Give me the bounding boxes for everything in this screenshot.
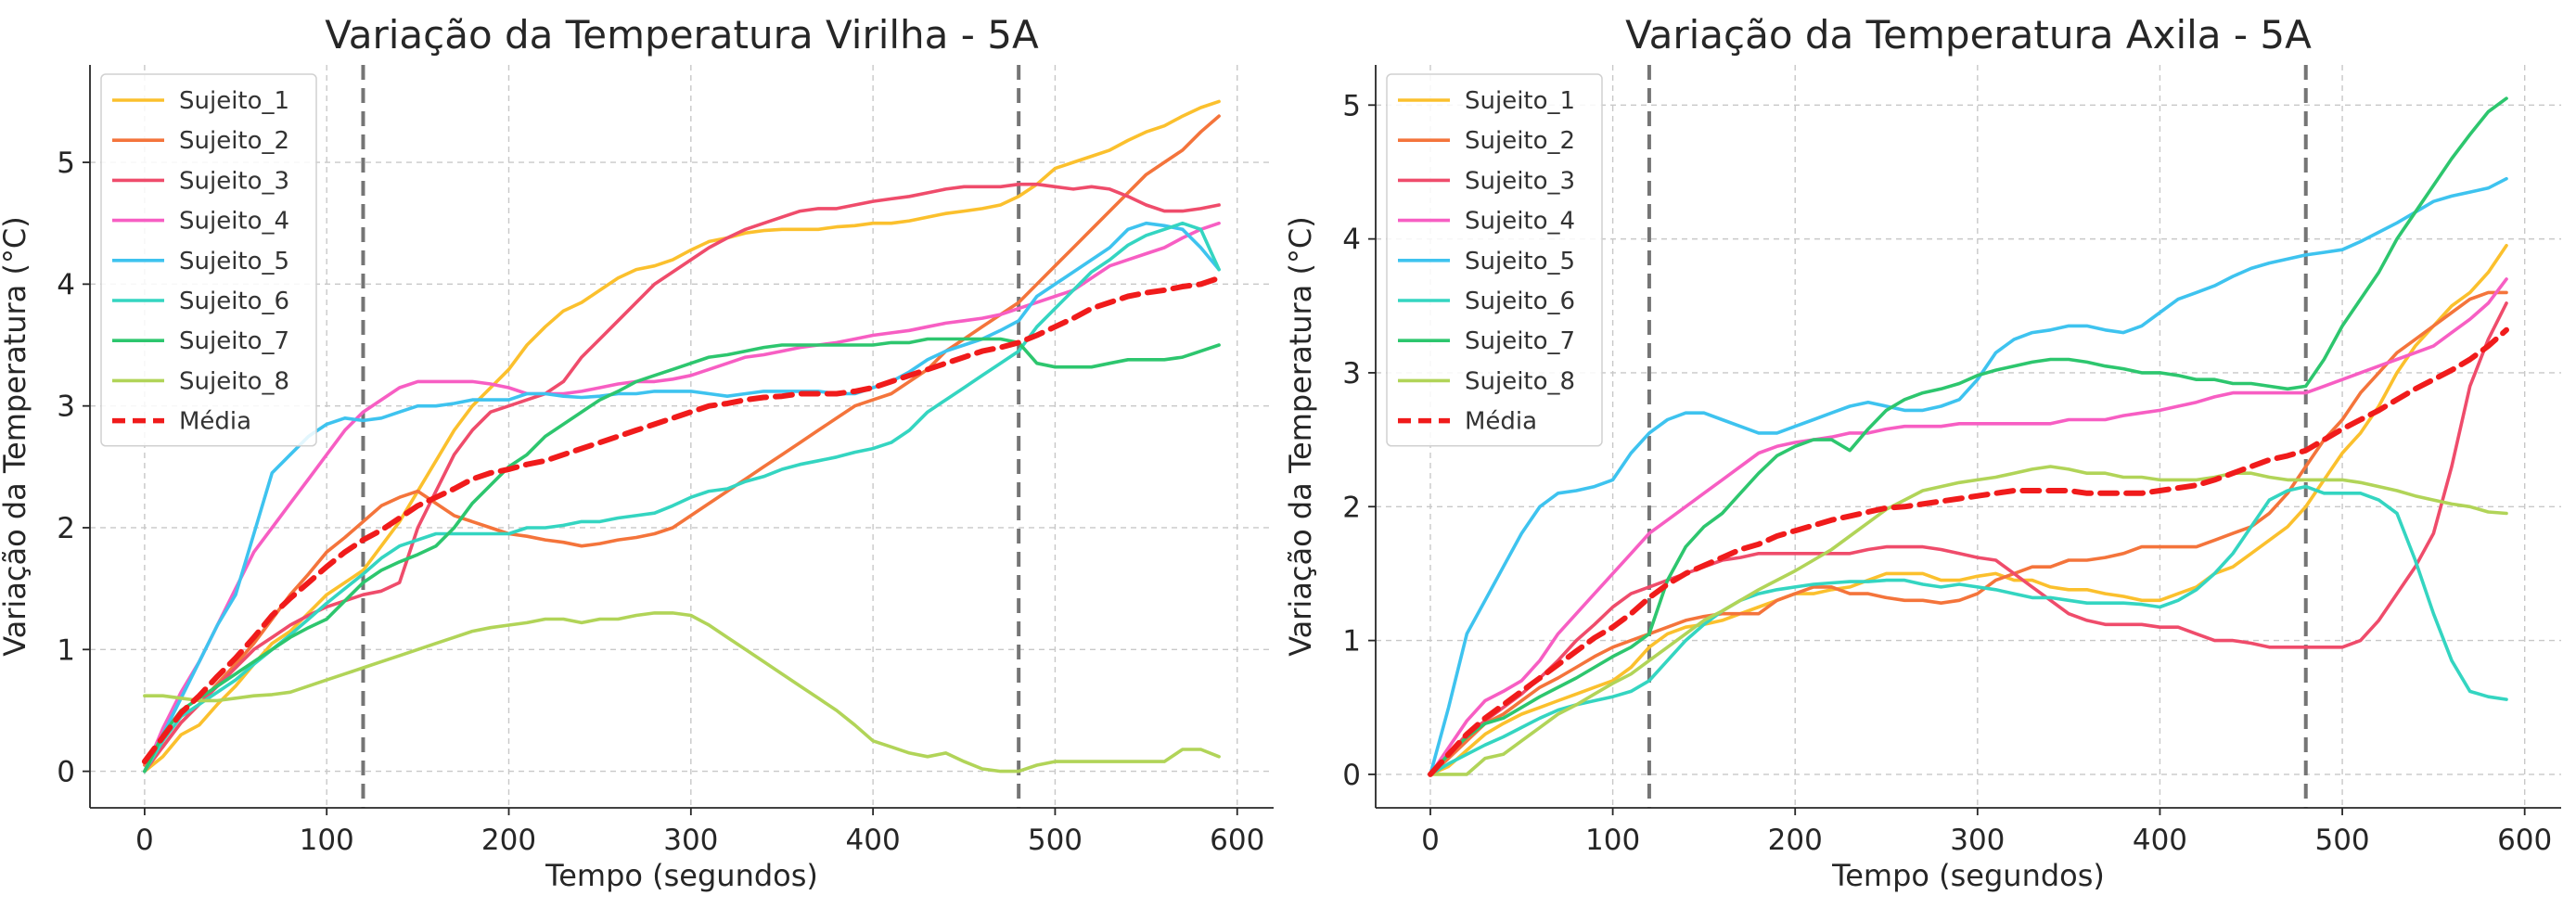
legend-item: Sujeito_5 xyxy=(1398,248,1575,275)
y-tick-label: 2 xyxy=(1342,491,1361,524)
legend-label: Sujeito_2 xyxy=(179,127,289,155)
x-tick-label: 100 xyxy=(1585,824,1640,857)
x-axis-label: Tempo (segundos) xyxy=(1831,858,2105,893)
legend-item: Sujeito_1 xyxy=(1398,87,1575,115)
legend-box xyxy=(100,73,317,447)
series-line-sujeito-6 xyxy=(1429,484,2508,776)
x-tick-label: 500 xyxy=(1028,824,1083,857)
legend-item: Sujeito_8 xyxy=(1398,367,1575,395)
x-tick-label: 400 xyxy=(846,824,901,857)
legend-item: Sujeito_4 xyxy=(1398,208,1575,236)
x-tick-label: 600 xyxy=(2497,824,2552,857)
legend-item: Sujeito_3 xyxy=(112,167,289,195)
y-tick-label: 5 xyxy=(1342,89,1361,122)
legend-label: Média xyxy=(1465,408,1537,436)
series-line-sujeito-3 xyxy=(143,182,1221,774)
x-tick-label: 0 xyxy=(1421,824,1440,857)
y-tick-label: 5 xyxy=(57,147,75,180)
y-tick-label: 4 xyxy=(1342,224,1361,257)
y-tick-label: 1 xyxy=(57,633,75,667)
x-tick-label: 400 xyxy=(2133,824,2187,857)
y-tick-label: 3 xyxy=(1342,357,1361,390)
legend-item: Sujeito_4 xyxy=(112,208,289,236)
legend-label: Sujeito_7 xyxy=(1465,327,1575,355)
legend-label: Média xyxy=(179,408,251,436)
legend: Sujeito_1 Sujeito_2 Sujeito_3 Sujeito_4 Suje… xyxy=(1386,73,1603,447)
x-tick-label: 200 xyxy=(1768,824,1823,857)
legend-label: Sujeito_8 xyxy=(179,367,289,395)
legend-label: Sujeito_2 xyxy=(1465,127,1575,155)
legend-item: Sujeito_1 xyxy=(112,87,289,115)
series-line-sujeito-3 xyxy=(1429,301,2508,776)
legend-item: Sujeito_2 xyxy=(1398,127,1575,155)
legend-item: Sujeito_6 xyxy=(112,288,289,315)
legend-label: Sujeito_4 xyxy=(1465,208,1575,236)
legend-label: Sujeito_7 xyxy=(179,327,289,355)
series-line-sujeito-6 xyxy=(143,221,1221,774)
x-tick-label: 100 xyxy=(300,824,354,857)
legend-item: Média xyxy=(112,408,251,436)
y-axis-label: Variação da Temperatura (°C) xyxy=(1283,216,1318,657)
legend-item: Sujeito_6 xyxy=(1398,288,1575,315)
legend-item: Sujeito_8 xyxy=(112,367,289,395)
y-axis-label: Variação da Temperatura (°C) xyxy=(0,216,32,657)
legend-label: Sujeito_5 xyxy=(179,248,289,275)
series-line-sujeito-4 xyxy=(143,221,1221,774)
x-tick-label: 300 xyxy=(1950,824,2005,857)
x-axis-label: Tempo (segundos) xyxy=(545,858,818,893)
y-tick-label: 0 xyxy=(57,756,75,789)
series-line-sujeito-8 xyxy=(1429,465,2508,776)
series-line-sujeito-8 xyxy=(143,611,1221,774)
y-tick-label: 4 xyxy=(57,268,75,301)
y-tick-label: 3 xyxy=(57,390,75,424)
legend-label: Sujeito_6 xyxy=(1465,288,1575,315)
x-tick-label: 500 xyxy=(2314,824,2369,857)
series-line-sujeito-1 xyxy=(143,99,1221,774)
series-line-sujeito-7 xyxy=(1429,96,2508,776)
series-lines xyxy=(1428,96,2509,777)
x-tick-label: 0 xyxy=(135,824,154,857)
chart-panel-2: 0 100 200 300 400 500 600 0 1 2 3 4 5 Variação da Tem… xyxy=(1283,12,2561,893)
chart-title: Variação da Temperatura Virilha - 5A xyxy=(325,12,1039,58)
legend-box xyxy=(1386,73,1603,447)
legend-item: Média xyxy=(1398,408,1537,436)
y-tick-label: 2 xyxy=(57,512,75,545)
x-tick-label: 200 xyxy=(481,824,536,857)
legend-label: Sujeito_4 xyxy=(179,208,289,236)
legend-item: Sujeito_5 xyxy=(112,248,289,275)
series-line-sujeito-5 xyxy=(1429,176,2508,776)
legend-item: Sujeito_3 xyxy=(1398,167,1575,195)
legend: Sujeito_1 Sujeito_2 Sujeito_3 Sujeito_4 Suje… xyxy=(100,73,317,447)
series-line-sujeito-4 xyxy=(1429,277,2508,776)
series-line-sujeito-5 xyxy=(143,221,1221,774)
legend-label: Sujeito_1 xyxy=(1465,87,1575,115)
grid xyxy=(90,65,1274,808)
series-line-sujeito-7 xyxy=(143,337,1221,774)
legend-label: Sujeito_3 xyxy=(179,167,289,195)
legend-item: Sujeito_2 xyxy=(112,127,289,155)
legend-label: Sujeito_8 xyxy=(1465,367,1575,395)
legend-item: Sujeito_7 xyxy=(1398,327,1575,355)
x-tick-label: 600 xyxy=(1210,824,1264,857)
chart-title: Variação da Temperatura Axila - 5A xyxy=(1625,12,2312,58)
series-line-m-dia xyxy=(1428,326,2509,777)
legend-label: Sujeito_6 xyxy=(179,288,289,315)
x-tick-label: 300 xyxy=(663,824,718,857)
series-lines xyxy=(141,99,1223,774)
legend-item: Sujeito_7 xyxy=(112,327,289,355)
legend-label: Sujeito_5 xyxy=(1465,248,1575,275)
chart-panel-1: 0 100 200 300 400 500 600 0 1 2 3 4 5 Variação da Tem… xyxy=(0,12,1274,893)
y-tick-label: 0 xyxy=(1342,759,1361,792)
legend-label: Sujeito_3 xyxy=(1465,167,1575,195)
series-line-sujeito-2 xyxy=(143,114,1221,767)
series-line-sujeito-1 xyxy=(1429,243,2508,776)
y-tick-label: 1 xyxy=(1342,625,1361,659)
legend-label: Sujeito_1 xyxy=(179,87,289,115)
series-line-m-dia xyxy=(141,275,1223,765)
